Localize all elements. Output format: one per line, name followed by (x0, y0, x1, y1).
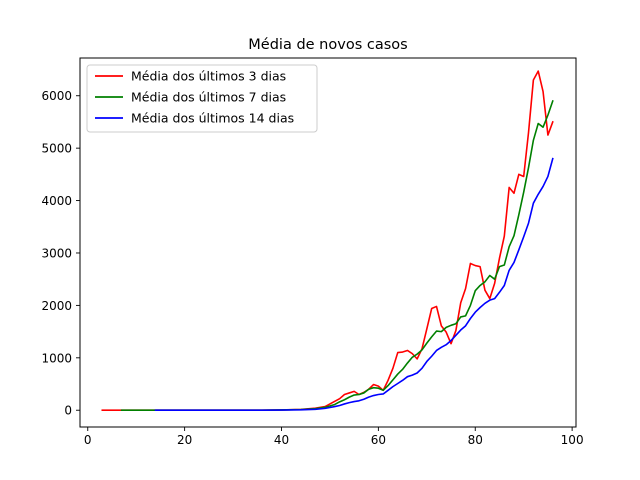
y-tick-label: 0 (64, 404, 72, 418)
y-tick-label: 3000 (41, 246, 72, 260)
y-tick-label: 6000 (41, 89, 72, 103)
x-tick-label: 40 (274, 433, 289, 447)
x-tick-label: 80 (468, 433, 483, 447)
x-tick-label: 20 (177, 433, 192, 447)
y-tick-label: 5000 (41, 142, 72, 156)
x-tick-label: 100 (561, 433, 584, 447)
y-tick-label: 4000 (41, 194, 72, 208)
series-line-3 (154, 157, 554, 412)
legend: Média dos últimos 3 dias Média dos último… (86, 64, 318, 133)
legend-label-2: Média dos últimos 7 dias (131, 90, 286, 105)
y-tick-label: 1000 (41, 351, 72, 365)
x-tick-label: 60 (371, 433, 386, 447)
legend-label-1: Média dos últimos 3 dias (131, 69, 286, 84)
x-axis: 0 20 40 60 80 100 (84, 427, 584, 447)
legend-label-3: Média dos últimos 14 dias (131, 111, 294, 126)
plot-frame (79, 57, 577, 428)
x-tick-label: 0 (84, 433, 92, 447)
series-layer (101, 70, 554, 412)
chart-title: Média de novos casos (248, 37, 407, 53)
y-tick-label: 2000 (41, 299, 72, 313)
series-line-2 (120, 99, 554, 412)
y-axis: 0 1000 2000 3000 4000 5000 6000 (41, 89, 80, 418)
legend-box (86, 64, 318, 133)
